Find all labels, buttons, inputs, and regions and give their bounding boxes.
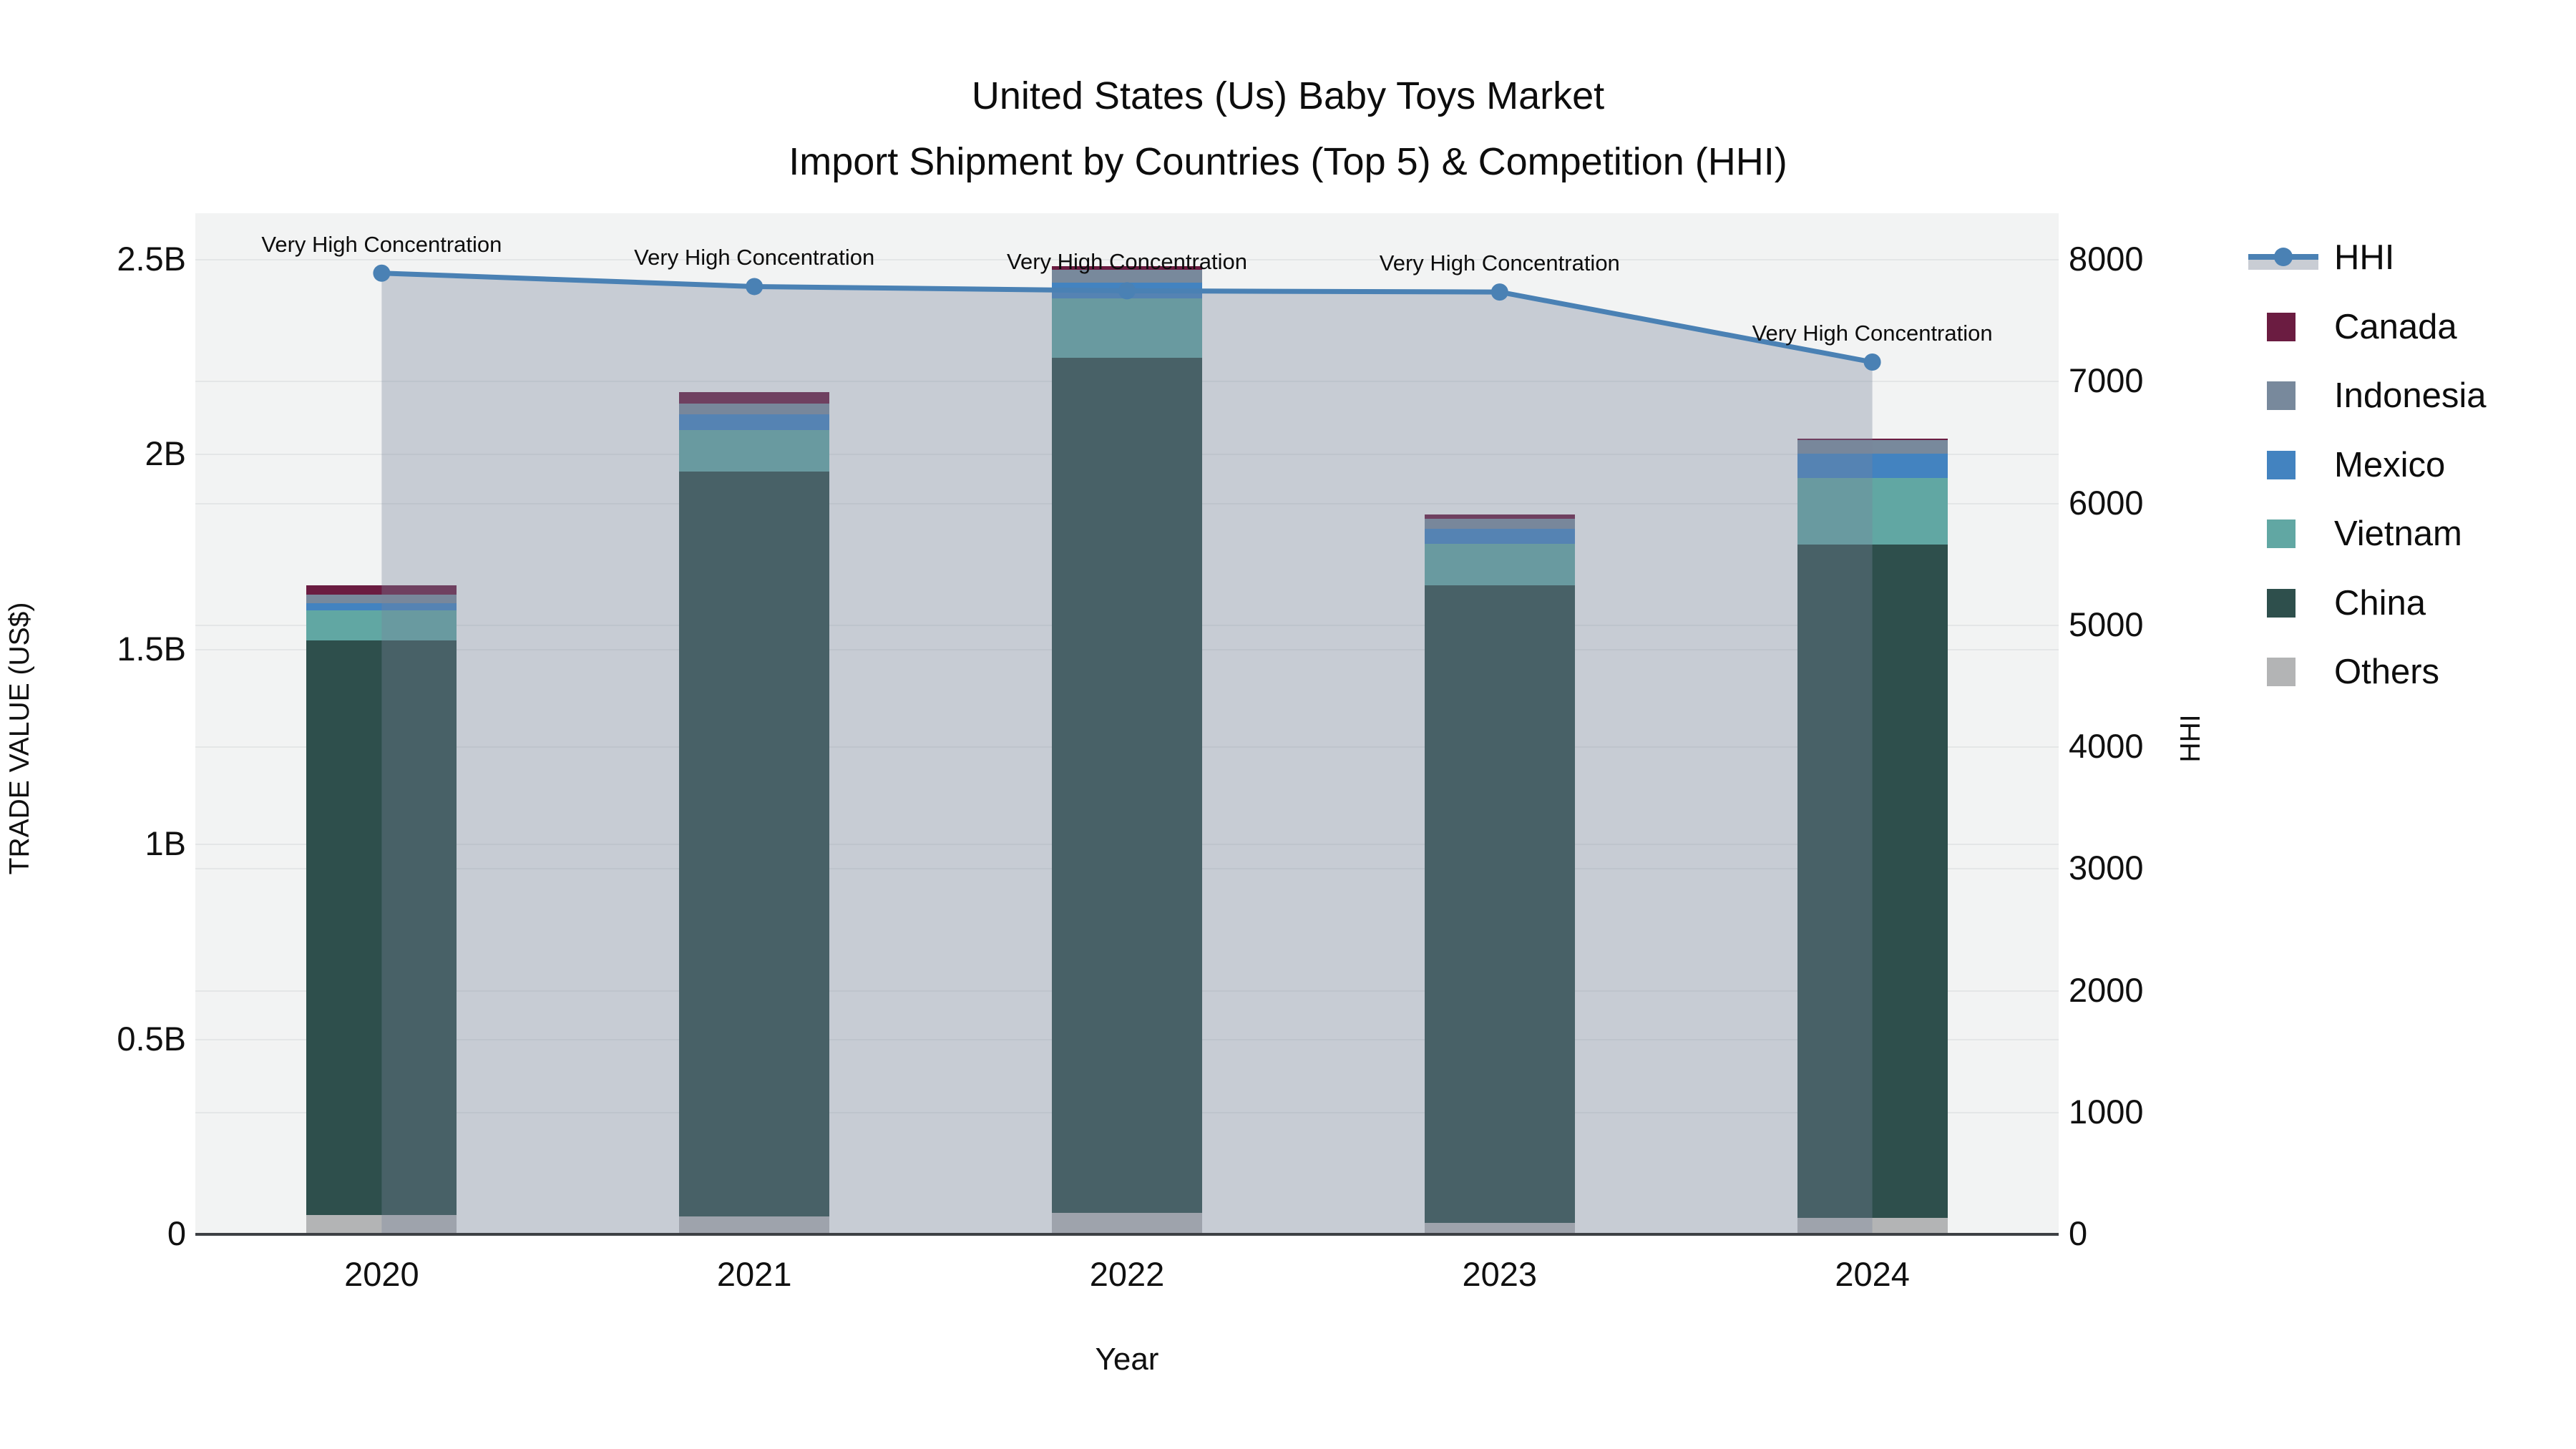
annotation-2020: Very High Concentration bbox=[261, 231, 502, 257]
legend-item-vietnam[interactable]: Vietnam bbox=[2247, 499, 2462, 568]
y-right-tick-2000: 2000 bbox=[2069, 970, 2144, 1009]
y-right-tick-4000: 4000 bbox=[2069, 727, 2144, 765]
y-right-tick-8000: 8000 bbox=[2069, 240, 2144, 278]
bar-segment-2021-china[interactable] bbox=[679, 472, 830, 1216]
legend-item-mexico[interactable]: Mexico bbox=[2247, 431, 2445, 499]
bar-segment-2024-china[interactable] bbox=[1797, 544, 1948, 1219]
hhi-legend-icon bbox=[2247, 223, 2321, 292]
others-legend-swatch bbox=[2247, 638, 2321, 706]
bar-segment-2023-indonesia[interactable] bbox=[1424, 519, 1575, 530]
vietnam-legend-swatch bbox=[2247, 499, 2321, 568]
y-left-tick-0: 0 bbox=[167, 1214, 186, 1252]
legend-item-hhi[interactable]: HHI bbox=[2247, 223, 2394, 292]
legend-item-china[interactable]: China bbox=[2247, 569, 2426, 638]
bar-segment-2023-canada[interactable] bbox=[1424, 514, 1575, 519]
bar-segment-2023-vietnam[interactable] bbox=[1424, 543, 1575, 586]
y-right-tick-7000: 7000 bbox=[2069, 361, 2144, 400]
y-left-tick-2.5B: 2.5B bbox=[117, 240, 186, 278]
y-right-tick-5000: 5000 bbox=[2069, 605, 2144, 643]
bar-segment-2021-canada[interactable] bbox=[679, 392, 830, 404]
legend-label-canada: Canada bbox=[2334, 307, 2457, 346]
bar-segment-2024-indonesia[interactable] bbox=[1797, 440, 1948, 454]
y-right-tick-0: 0 bbox=[2069, 1214, 2088, 1252]
y-right-tick-3000: 3000 bbox=[2069, 849, 2144, 887]
x-axis-line bbox=[195, 1233, 2059, 1236]
y-right-tick-6000: 6000 bbox=[2069, 483, 2144, 522]
y-left-tick-1.5B: 1.5B bbox=[117, 629, 186, 668]
bar-segment-2022-canada[interactable] bbox=[1052, 266, 1202, 270]
legend-label-others: Others bbox=[2334, 653, 2440, 691]
bar-segment-2020-others[interactable] bbox=[306, 1214, 457, 1234]
right-axis-title: HHI bbox=[2175, 714, 2206, 763]
x-tick-2020: 2020 bbox=[344, 1255, 419, 1293]
x-tick-2022: 2022 bbox=[1089, 1255, 1165, 1293]
bar-segment-2021-indonesia[interactable] bbox=[679, 404, 830, 415]
annotation-2024: Very High Concentration bbox=[1752, 321, 1993, 346]
bar-segment-2020-china[interactable] bbox=[306, 640, 457, 1215]
y-left-tick-0.5B: 0.5B bbox=[117, 1019, 186, 1058]
annotation-2022: Very High Concentration bbox=[1006, 249, 1248, 275]
bar-segment-2023-china[interactable] bbox=[1424, 585, 1575, 1223]
chart-title-line1: United States (Us) Baby Toys Market bbox=[971, 74, 1605, 117]
legend-item-indonesia[interactable]: Indonesia bbox=[2247, 361, 2487, 430]
bar-segment-2022-china[interactable] bbox=[1052, 357, 1202, 1214]
legend-label-indonesia: Indonesia bbox=[2334, 376, 2487, 415]
bar-segment-2021-others[interactable] bbox=[679, 1216, 830, 1234]
x-tick-2023: 2023 bbox=[1462, 1255, 1538, 1293]
indonesia-legend-swatch bbox=[2247, 361, 2321, 430]
legend-label-china: China bbox=[2334, 583, 2426, 623]
x-tick-2024: 2024 bbox=[1835, 1255, 1910, 1293]
bar-segment-2022-mexico[interactable] bbox=[1052, 283, 1202, 298]
legend-item-others[interactable]: Others bbox=[2247, 638, 2439, 706]
annotation-2021: Very High Concentration bbox=[634, 245, 875, 270]
bar-segment-2022-others[interactable] bbox=[1052, 1213, 1202, 1234]
legend-label-vietnam: Vietnam bbox=[2334, 514, 2462, 553]
annotation-2023: Very High Concentration bbox=[1379, 250, 1620, 276]
x-tick-2021: 2021 bbox=[716, 1255, 792, 1293]
mexico-legend-swatch bbox=[2247, 431, 2321, 499]
bar-segment-2021-mexico[interactable] bbox=[679, 414, 830, 430]
legend-label-hhi: HHI bbox=[2334, 238, 2395, 277]
x-axis-title: Year bbox=[1095, 1342, 1159, 1377]
y-right-tick-1000: 1000 bbox=[2069, 1092, 2144, 1131]
chart-title-line2: Import Shipment by Countries (Top 5) & C… bbox=[789, 140, 1787, 183]
bar-segment-2024-others[interactable] bbox=[1797, 1218, 1948, 1234]
bar-segment-2021-vietnam[interactable] bbox=[679, 429, 830, 472]
bar-segment-2020-canada[interactable] bbox=[306, 585, 457, 595]
legend-item-canada[interactable]: Canada bbox=[2247, 293, 2457, 361]
y-left-tick-1B: 1B bbox=[145, 824, 187, 863]
china-legend-swatch bbox=[2247, 569, 2321, 638]
gridline-trade-2.5B bbox=[195, 259, 2059, 260]
legend: HHI Canada Indonesia Mexico Vietnam China Othe… bbox=[2247, 223, 2562, 704]
bar-segment-2024-vietnam[interactable] bbox=[1797, 477, 1948, 545]
y-left-tick-2B: 2B bbox=[145, 434, 187, 473]
bar-segment-2022-vietnam[interactable] bbox=[1052, 298, 1202, 358]
canada-legend-swatch bbox=[2247, 293, 2321, 361]
bar-segment-2020-mexico[interactable] bbox=[306, 602, 457, 610]
bar-segment-2024-mexico[interactable] bbox=[1797, 454, 1948, 478]
legend-label-mexico: Mexico bbox=[2334, 445, 2446, 484]
chart-title: United States (Us) Baby Toys Market Impo… bbox=[0, 63, 2576, 195]
bar-segment-2020-vietnam[interactable] bbox=[306, 610, 457, 640]
left-axis-title: TRADE VALUE (US$) bbox=[4, 602, 35, 875]
bar-segment-2020-indonesia[interactable] bbox=[306, 594, 457, 603]
bar-segment-2023-others[interactable] bbox=[1424, 1222, 1575, 1234]
bar-segment-2024-canada[interactable] bbox=[1797, 439, 1948, 441]
bar-segment-2023-mexico[interactable] bbox=[1424, 529, 1575, 544]
